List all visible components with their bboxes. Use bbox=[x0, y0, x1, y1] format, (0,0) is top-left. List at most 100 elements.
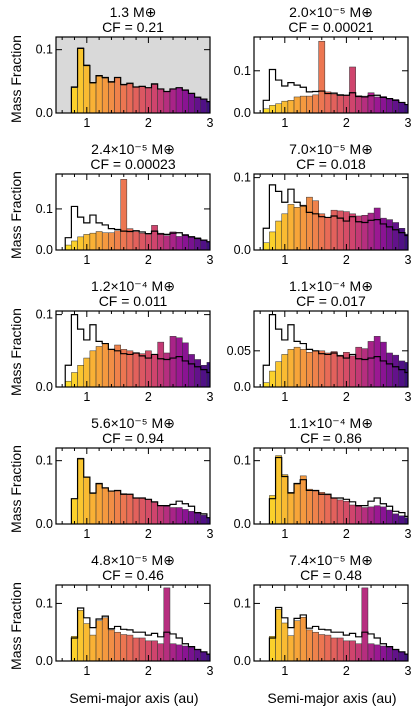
histogram-bar bbox=[64, 380, 72, 387]
histogram-bar bbox=[114, 631, 121, 661]
histogram-bar bbox=[373, 644, 381, 661]
histogram-bar bbox=[262, 382, 270, 387]
histogram-bar bbox=[138, 353, 146, 387]
panel-mass-title: 4.8×10⁻⁵ M⊕ bbox=[91, 552, 175, 568]
histogram-bar bbox=[169, 88, 177, 113]
y-tick-label: 0.1 bbox=[234, 171, 251, 185]
histogram-bar bbox=[404, 517, 408, 524]
histogram-bar bbox=[138, 86, 146, 113]
histogram-bar bbox=[89, 493, 97, 524]
histogram-bar bbox=[299, 349, 307, 387]
panel-cf-title: CF = 0.94 bbox=[102, 430, 164, 446]
histogram-bar bbox=[324, 494, 332, 524]
panel-frame bbox=[55, 173, 211, 251]
histogram-bar bbox=[318, 634, 326, 661]
y-tick-label: 0.0 bbox=[234, 517, 251, 531]
x-tick-label: 3 bbox=[405, 390, 412, 404]
histogram-bar bbox=[120, 179, 128, 250]
x-tick-label: 3 bbox=[207, 664, 214, 678]
histogram-bar bbox=[132, 86, 140, 113]
histogram-bar bbox=[200, 514, 208, 524]
y-tick-label: 0.0 bbox=[36, 380, 53, 394]
histogram-bar bbox=[120, 349, 128, 387]
histogram-bar bbox=[349, 213, 356, 250]
histogram-bar bbox=[126, 350, 134, 387]
y-tick-label: 0.0 bbox=[234, 654, 251, 668]
panel-10: 7.4×10⁻⁵ M⊕CF = 0.48 1 2 3 0.0 0.1 bbox=[234, 552, 412, 678]
panels: 1.3 M⊕CF = 0.211 2 30.00.12.0×10⁻⁵ M⊕CF = … bbox=[36, 4, 412, 678]
histogram-bar bbox=[373, 505, 381, 524]
histogram-bar bbox=[398, 102, 406, 113]
y-tick-label: 0.0 bbox=[36, 243, 53, 257]
histogram-bar bbox=[126, 634, 134, 661]
histogram-bar bbox=[108, 349, 115, 387]
panel-mass-title: 5.6×10⁻⁵ M⊕ bbox=[91, 415, 175, 431]
histogram-bar bbox=[275, 608, 282, 661]
panel-frame bbox=[253, 310, 409, 388]
histogram-bar bbox=[318, 213, 326, 250]
histogram-bar bbox=[163, 506, 171, 524]
histogram-bar bbox=[108, 490, 115, 524]
panel-frame bbox=[253, 447, 409, 525]
histogram-bar bbox=[392, 222, 400, 250]
reference-histogram-outline bbox=[70, 47, 210, 113]
histogram-bar bbox=[188, 511, 195, 524]
histogram-bar bbox=[95, 346, 103, 387]
histogram-bar bbox=[175, 507, 183, 524]
histogram-bar bbox=[336, 95, 344, 113]
histogram-bar bbox=[151, 225, 158, 250]
histogram-bar bbox=[169, 336, 177, 387]
histogram-bar bbox=[83, 476, 91, 524]
panel-mass-title: 1.2×10⁻⁴ M⊕ bbox=[91, 278, 175, 294]
histogram-bar bbox=[330, 351, 338, 387]
histogram-bar bbox=[262, 108, 270, 113]
histogram-bar bbox=[287, 349, 295, 387]
y-tick-label: 0.1 bbox=[36, 308, 53, 322]
panel-mass-title: 7.0×10⁻⁵ M⊕ bbox=[289, 141, 373, 157]
panel-6: 1.1×10⁻⁴ M⊕CF = 0.017 1 2 3 0.0 0.05 bbox=[227, 278, 412, 404]
y-axis-label-row-5: Mass Fraction bbox=[8, 582, 24, 670]
histogram-bar bbox=[367, 341, 375, 387]
x-tick-label: 2 bbox=[145, 390, 152, 404]
histogram-bar bbox=[71, 87, 78, 113]
histogram-bar bbox=[386, 646, 393, 661]
histogram-bar bbox=[188, 354, 195, 387]
x-tick-label: 2 bbox=[145, 116, 152, 130]
histogram-bar bbox=[269, 635, 276, 661]
histogram-bar bbox=[132, 497, 140, 524]
histogram-bar bbox=[138, 497, 146, 524]
histogram-bar bbox=[386, 219, 393, 250]
x-tick-label: 1 bbox=[83, 253, 90, 267]
panel-frame bbox=[253, 584, 409, 662]
reference-histogram-outline bbox=[262, 68, 408, 113]
reference-histogram-outline bbox=[262, 184, 408, 250]
histogram-bar bbox=[151, 354, 158, 387]
y-tick-label: 0.0 bbox=[234, 243, 251, 257]
histogram-bar bbox=[163, 235, 171, 250]
histogram-bar bbox=[312, 350, 319, 387]
panel-8: 1.1×10⁻⁴ M⊕CF = 0.86 1 2 3 0.0 0.1 bbox=[234, 415, 412, 541]
x-tick-label: 2 bbox=[343, 253, 350, 267]
histogram-bar bbox=[287, 100, 295, 113]
x-tick-label: 3 bbox=[405, 664, 412, 678]
y-tick-label: 0.1 bbox=[36, 454, 53, 468]
histogram-bar bbox=[318, 350, 326, 387]
histogram-bar bbox=[318, 40, 326, 113]
panel-mass-title: 1.1×10⁻⁴ M⊕ bbox=[289, 415, 373, 431]
histogram-bar bbox=[373, 96, 381, 113]
histogram-bar bbox=[386, 509, 393, 524]
histogram-bar bbox=[95, 483, 103, 524]
x-tick-label: 2 bbox=[343, 390, 350, 404]
histogram-bar bbox=[175, 337, 183, 387]
histogram-bar bbox=[349, 66, 356, 113]
histogram-bar bbox=[188, 646, 195, 661]
histogram-bar bbox=[330, 497, 338, 524]
histogram-bar bbox=[404, 362, 408, 387]
histogram-bar bbox=[355, 346, 363, 387]
histogram-bar bbox=[324, 91, 332, 113]
histogram-bar bbox=[182, 89, 189, 113]
histogram-bar bbox=[188, 236, 195, 250]
histogram-bar bbox=[175, 644, 183, 661]
histogram-bar bbox=[182, 342, 189, 387]
histogram-bar bbox=[262, 242, 270, 250]
